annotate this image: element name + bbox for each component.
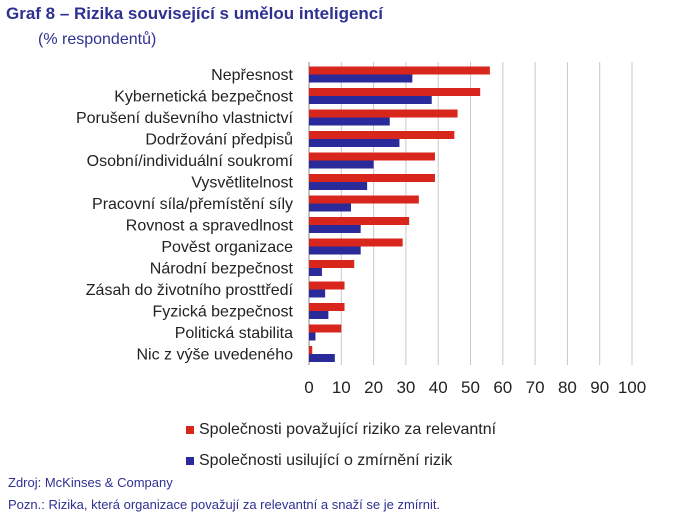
chart-title: Graf 8 – Rizika související s umělou int… bbox=[6, 4, 383, 23]
bar-mitigating-4 bbox=[309, 160, 374, 169]
x-tick-label-70: 70 bbox=[526, 378, 545, 397]
bar-mitigating-0 bbox=[309, 74, 413, 83]
category-label-4: Osobní/individuální soukromí bbox=[87, 153, 294, 170]
bar-mitigating-1 bbox=[309, 96, 432, 104]
x-tick-label-90: 90 bbox=[590, 378, 609, 397]
x-tick-label-60: 60 bbox=[493, 378, 512, 397]
bar-relevant-11 bbox=[309, 303, 345, 311]
legend-label-mitigating: Společnosti usilující o zmírnění rizik bbox=[199, 452, 453, 468]
bar-mitigating-7 bbox=[309, 225, 361, 233]
bar-mitigating-13 bbox=[309, 354, 335, 362]
category-label-5: Vysvětlitelnost bbox=[191, 175, 293, 192]
category-label-9: Národní bezpečnost bbox=[150, 261, 294, 278]
category-label-7: Rovnost a spravedlnost bbox=[126, 218, 294, 235]
bar-relevant-10 bbox=[309, 281, 345, 290]
bar-mitigating-10 bbox=[309, 289, 326, 298]
category-label-0: Nepřesnost bbox=[211, 67, 293, 84]
bar-relevant-0 bbox=[309, 66, 490, 75]
category-label-8: Pověst organizace bbox=[161, 239, 293, 256]
category-label-11: Fyzická bezpečnost bbox=[152, 304, 293, 321]
x-tick-label-80: 80 bbox=[558, 378, 577, 397]
bar-relevant-8 bbox=[309, 238, 403, 247]
category-label-10: Zásah do životního prosttředí bbox=[86, 282, 294, 299]
bar-mitigating-3 bbox=[309, 139, 400, 147]
category-label-13: Nic z výše uvedeného bbox=[136, 347, 293, 364]
x-tick-label-100: 100 bbox=[618, 378, 646, 397]
x-tick-label-40: 40 bbox=[429, 378, 448, 397]
bar-mitigating-12 bbox=[309, 332, 316, 341]
bar-mitigating-6 bbox=[309, 203, 351, 212]
x-tick-label-10: 10 bbox=[332, 378, 351, 397]
bar-mitigating-5 bbox=[309, 182, 368, 190]
bar-relevant-13 bbox=[309, 346, 313, 354]
x-tick-label-20: 20 bbox=[364, 378, 383, 397]
legend-swatch-mitigating bbox=[186, 457, 194, 465]
legend-swatch-relevant bbox=[186, 426, 194, 434]
source-note: Zdroj: McKinses & Company bbox=[8, 475, 173, 490]
bar-mitigating-11 bbox=[309, 311, 329, 319]
bar-relevant-2 bbox=[309, 109, 458, 118]
category-label-12: Politická stabilita bbox=[175, 325, 293, 342]
bar-relevant-5 bbox=[309, 174, 435, 182]
x-tick-label-50: 50 bbox=[461, 378, 480, 397]
chart-subtitle: (% respondentů) bbox=[38, 31, 157, 48]
bar-relevant-12 bbox=[309, 324, 342, 333]
footnote: Pozn.: Rizika, která organizace považují… bbox=[8, 497, 441, 512]
bar-mitigating-8 bbox=[309, 246, 361, 255]
bar-mitigating-2 bbox=[309, 117, 390, 126]
bar-relevant-4 bbox=[309, 152, 435, 161]
bar-relevant-3 bbox=[309, 131, 455, 139]
bar-relevant-1 bbox=[309, 88, 481, 96]
bar-relevant-6 bbox=[309, 195, 419, 204]
category-label-2: Porušení duševního vlastnictví bbox=[76, 110, 294, 127]
x-tick-label-30: 30 bbox=[396, 378, 415, 397]
category-label-6: Pracovní síla/přemístění síly bbox=[92, 196, 293, 213]
x-tick-label-0: 0 bbox=[304, 378, 313, 397]
bar-relevant-7 bbox=[309, 217, 410, 225]
bar-mitigating-9 bbox=[309, 268, 322, 276]
legend-item-mitigating: Společnosti usilující o zmírnění rizik bbox=[186, 452, 452, 468]
legend-item-relevant: Společnosti považující riziko za relevan… bbox=[186, 421, 496, 439]
bar-relevant-9 bbox=[309, 260, 355, 268]
category-label-1: Kybernetická bezpečnost bbox=[114, 89, 293, 106]
category-label-3: Dodržování předpisů bbox=[145, 131, 293, 149]
legend-label-relevant: Společnosti považující riziko za relevan… bbox=[199, 421, 497, 438]
